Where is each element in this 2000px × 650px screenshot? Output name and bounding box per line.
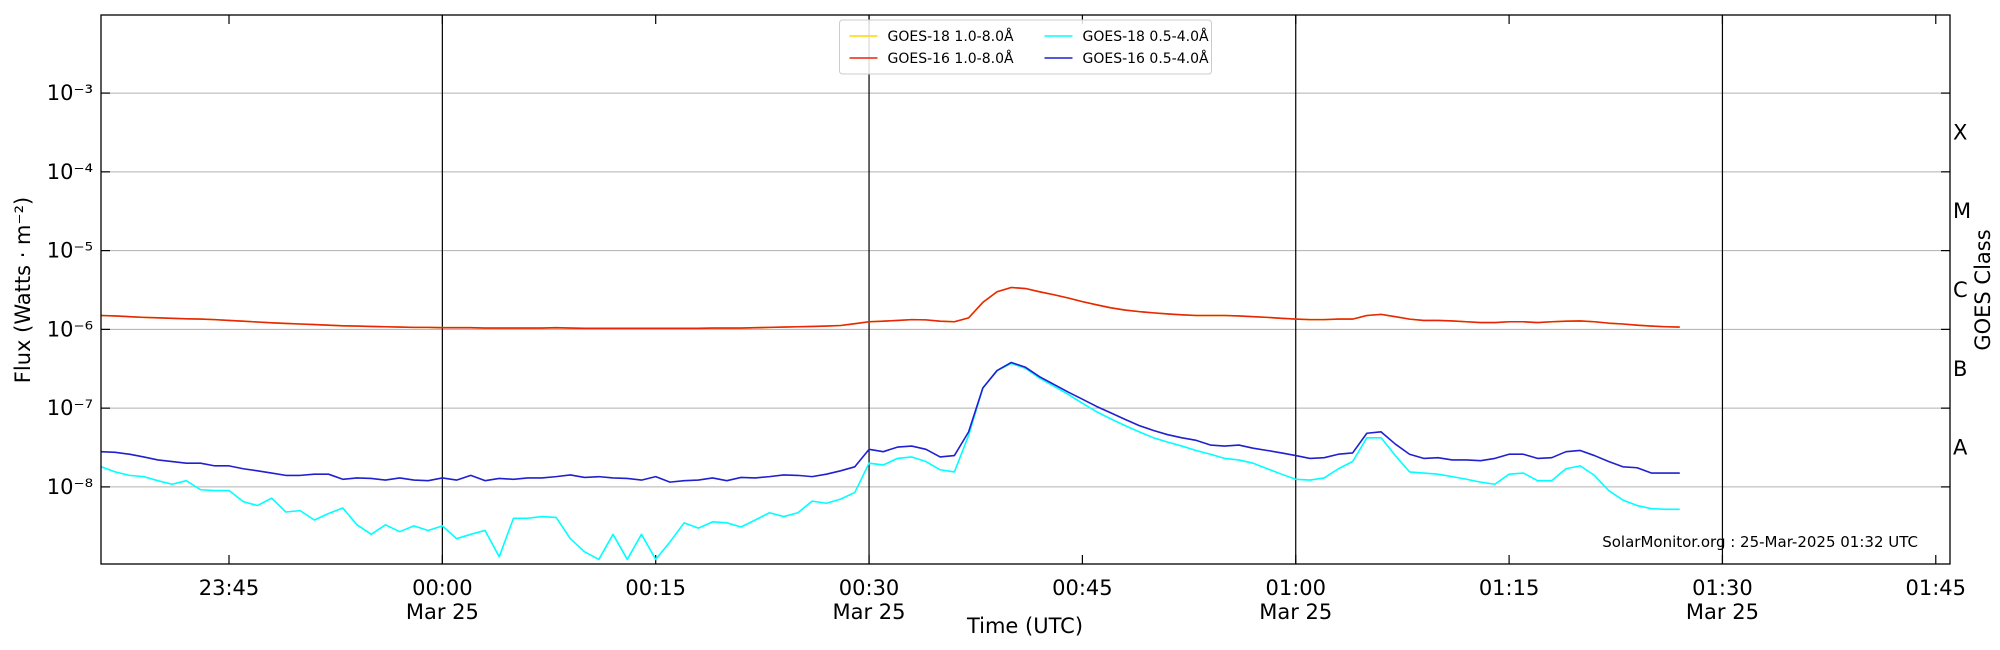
- y2-tick-label: A: [1953, 436, 1968, 460]
- x-tick-label: 23:45: [199, 576, 260, 600]
- x-tick-label: 01:15: [1479, 576, 1540, 600]
- x-tick-label: 01:30 Mar 25: [1686, 576, 1759, 624]
- data-line: [101, 286, 1680, 330]
- plot-area: [101, 286, 1680, 561]
- legend: GOES-18 1.0-8.0Å GOES-16 1.0-8.0Å GOES-18 …: [839, 19, 1212, 75]
- x-axis-label: Time (UTC): [966, 614, 1083, 638]
- data-line: [101, 286, 1680, 330]
- plot-frame: [100, 14, 1951, 565]
- annotation: SolarMonitor.org : 25-Mar-2025 01:32 UTC: [1602, 533, 1918, 551]
- data-line: [101, 361, 1680, 483]
- y-tick-label: 10⁻⁴: [47, 160, 93, 184]
- y2-tick-label: C: [1953, 278, 1968, 302]
- y2-tick-label: B: [1953, 357, 1967, 381]
- x-tick-label: 00:45: [1052, 576, 1113, 600]
- y-axis-label: Flux (Watts · m⁻²): [11, 197, 35, 383]
- x-tick-label: 00:30 Mar 25: [833, 576, 906, 624]
- y-tick-label: 10⁻⁷: [47, 396, 93, 420]
- y2-tick-label: M: [1953, 199, 1971, 223]
- y-tick-label: 10⁻⁸: [47, 475, 93, 499]
- x-tick-label: 01:00 Mar 25: [1259, 576, 1332, 624]
- legend-label: GOES-16 1.0-8.0Å: [888, 50, 1014, 67]
- y2-axis-label: GOES Class: [1971, 229, 1995, 350]
- legend-box: [839, 19, 1212, 75]
- data-line: [101, 362, 1680, 561]
- legend-label: GOES-18 0.5-4.0Å: [1083, 28, 1209, 45]
- x-tick-label: 01:45: [1906, 576, 1967, 600]
- y-tick-label: 10⁻⁶: [47, 317, 93, 341]
- y-tick-label: 10⁻³: [47, 81, 93, 105]
- x-tick-label: 00:00 Mar 25: [406, 576, 479, 624]
- x-tick-label: 00:15: [625, 576, 686, 600]
- legend-label: GOES-18 1.0-8.0Å: [888, 28, 1014, 45]
- legend-label: GOES-16 0.5-4.0Å: [1083, 50, 1209, 67]
- y-tick-label: 10⁻⁵: [47, 239, 93, 263]
- y2-tick-label: X: [1953, 120, 1967, 144]
